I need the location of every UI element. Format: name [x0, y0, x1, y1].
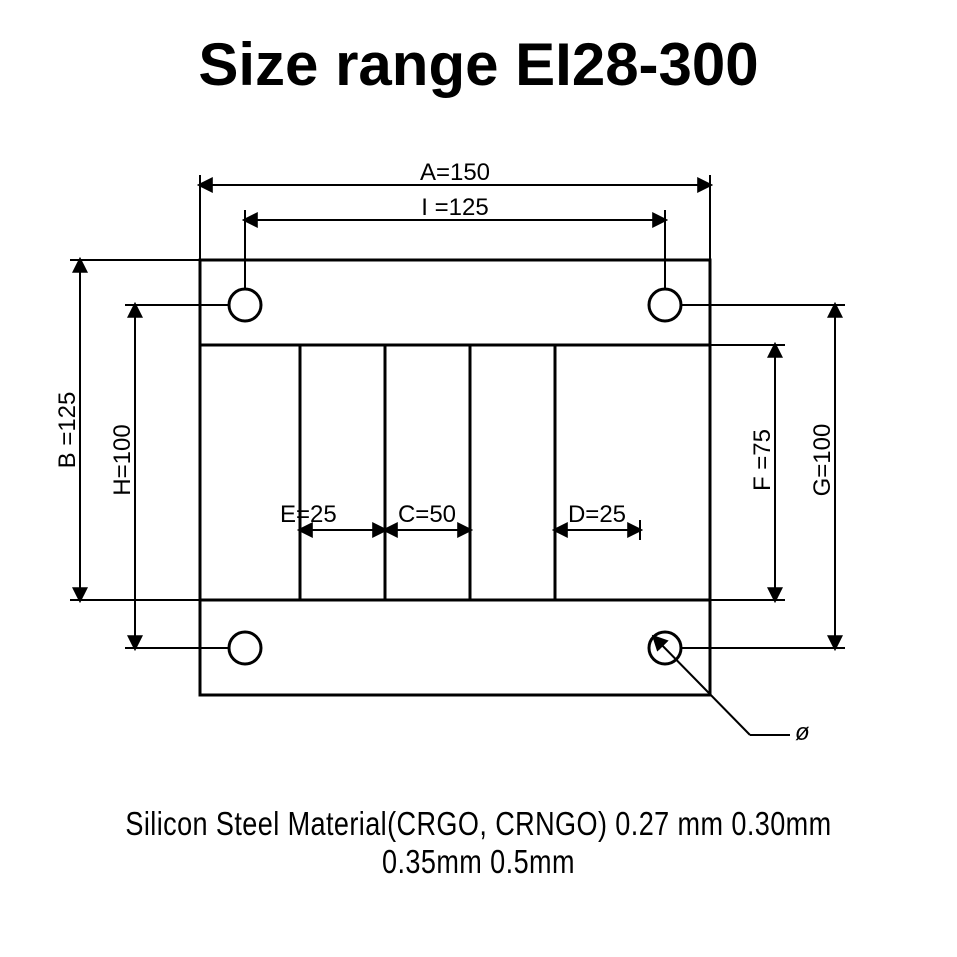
lamination-outline [200, 260, 710, 600]
svg-text:C=50: C=50 [398, 501, 456, 528]
svg-text:E=25: E=25 [280, 501, 337, 528]
svg-text:I =125: I =125 [421, 194, 488, 221]
svg-text:ø: ø [795, 719, 810, 746]
material-spec: Silicon Steel Material(CRGO, CRNGO) 0.27… [86, 805, 871, 881]
svg-text:D=25: D=25 [568, 501, 626, 528]
page-title: Size range EI28-300 [0, 30, 957, 99]
svg-text:F =75: F =75 [749, 429, 776, 491]
dim-phi: ø [654, 637, 810, 746]
svg-text:H=100: H=100 [109, 424, 136, 495]
dim-E: E=25 [280, 501, 385, 600]
dim-I: I =125 [245, 194, 665, 289]
dim-F: F =75 [555, 345, 785, 600]
svg-text:G=100: G=100 [809, 424, 836, 497]
svg-text:A=150: A=150 [420, 160, 490, 186]
ei-lamination-diagram: A=150 I =125 B =125 H=100 E=25 C=50 [50, 160, 910, 750]
dim-H: H=100 [109, 305, 229, 648]
svg-text:B =125: B =125 [54, 392, 81, 469]
dim-C: C=50 [385, 501, 470, 600]
dim-D: D=25 [555, 501, 640, 600]
mounting-strip [200, 600, 710, 695]
